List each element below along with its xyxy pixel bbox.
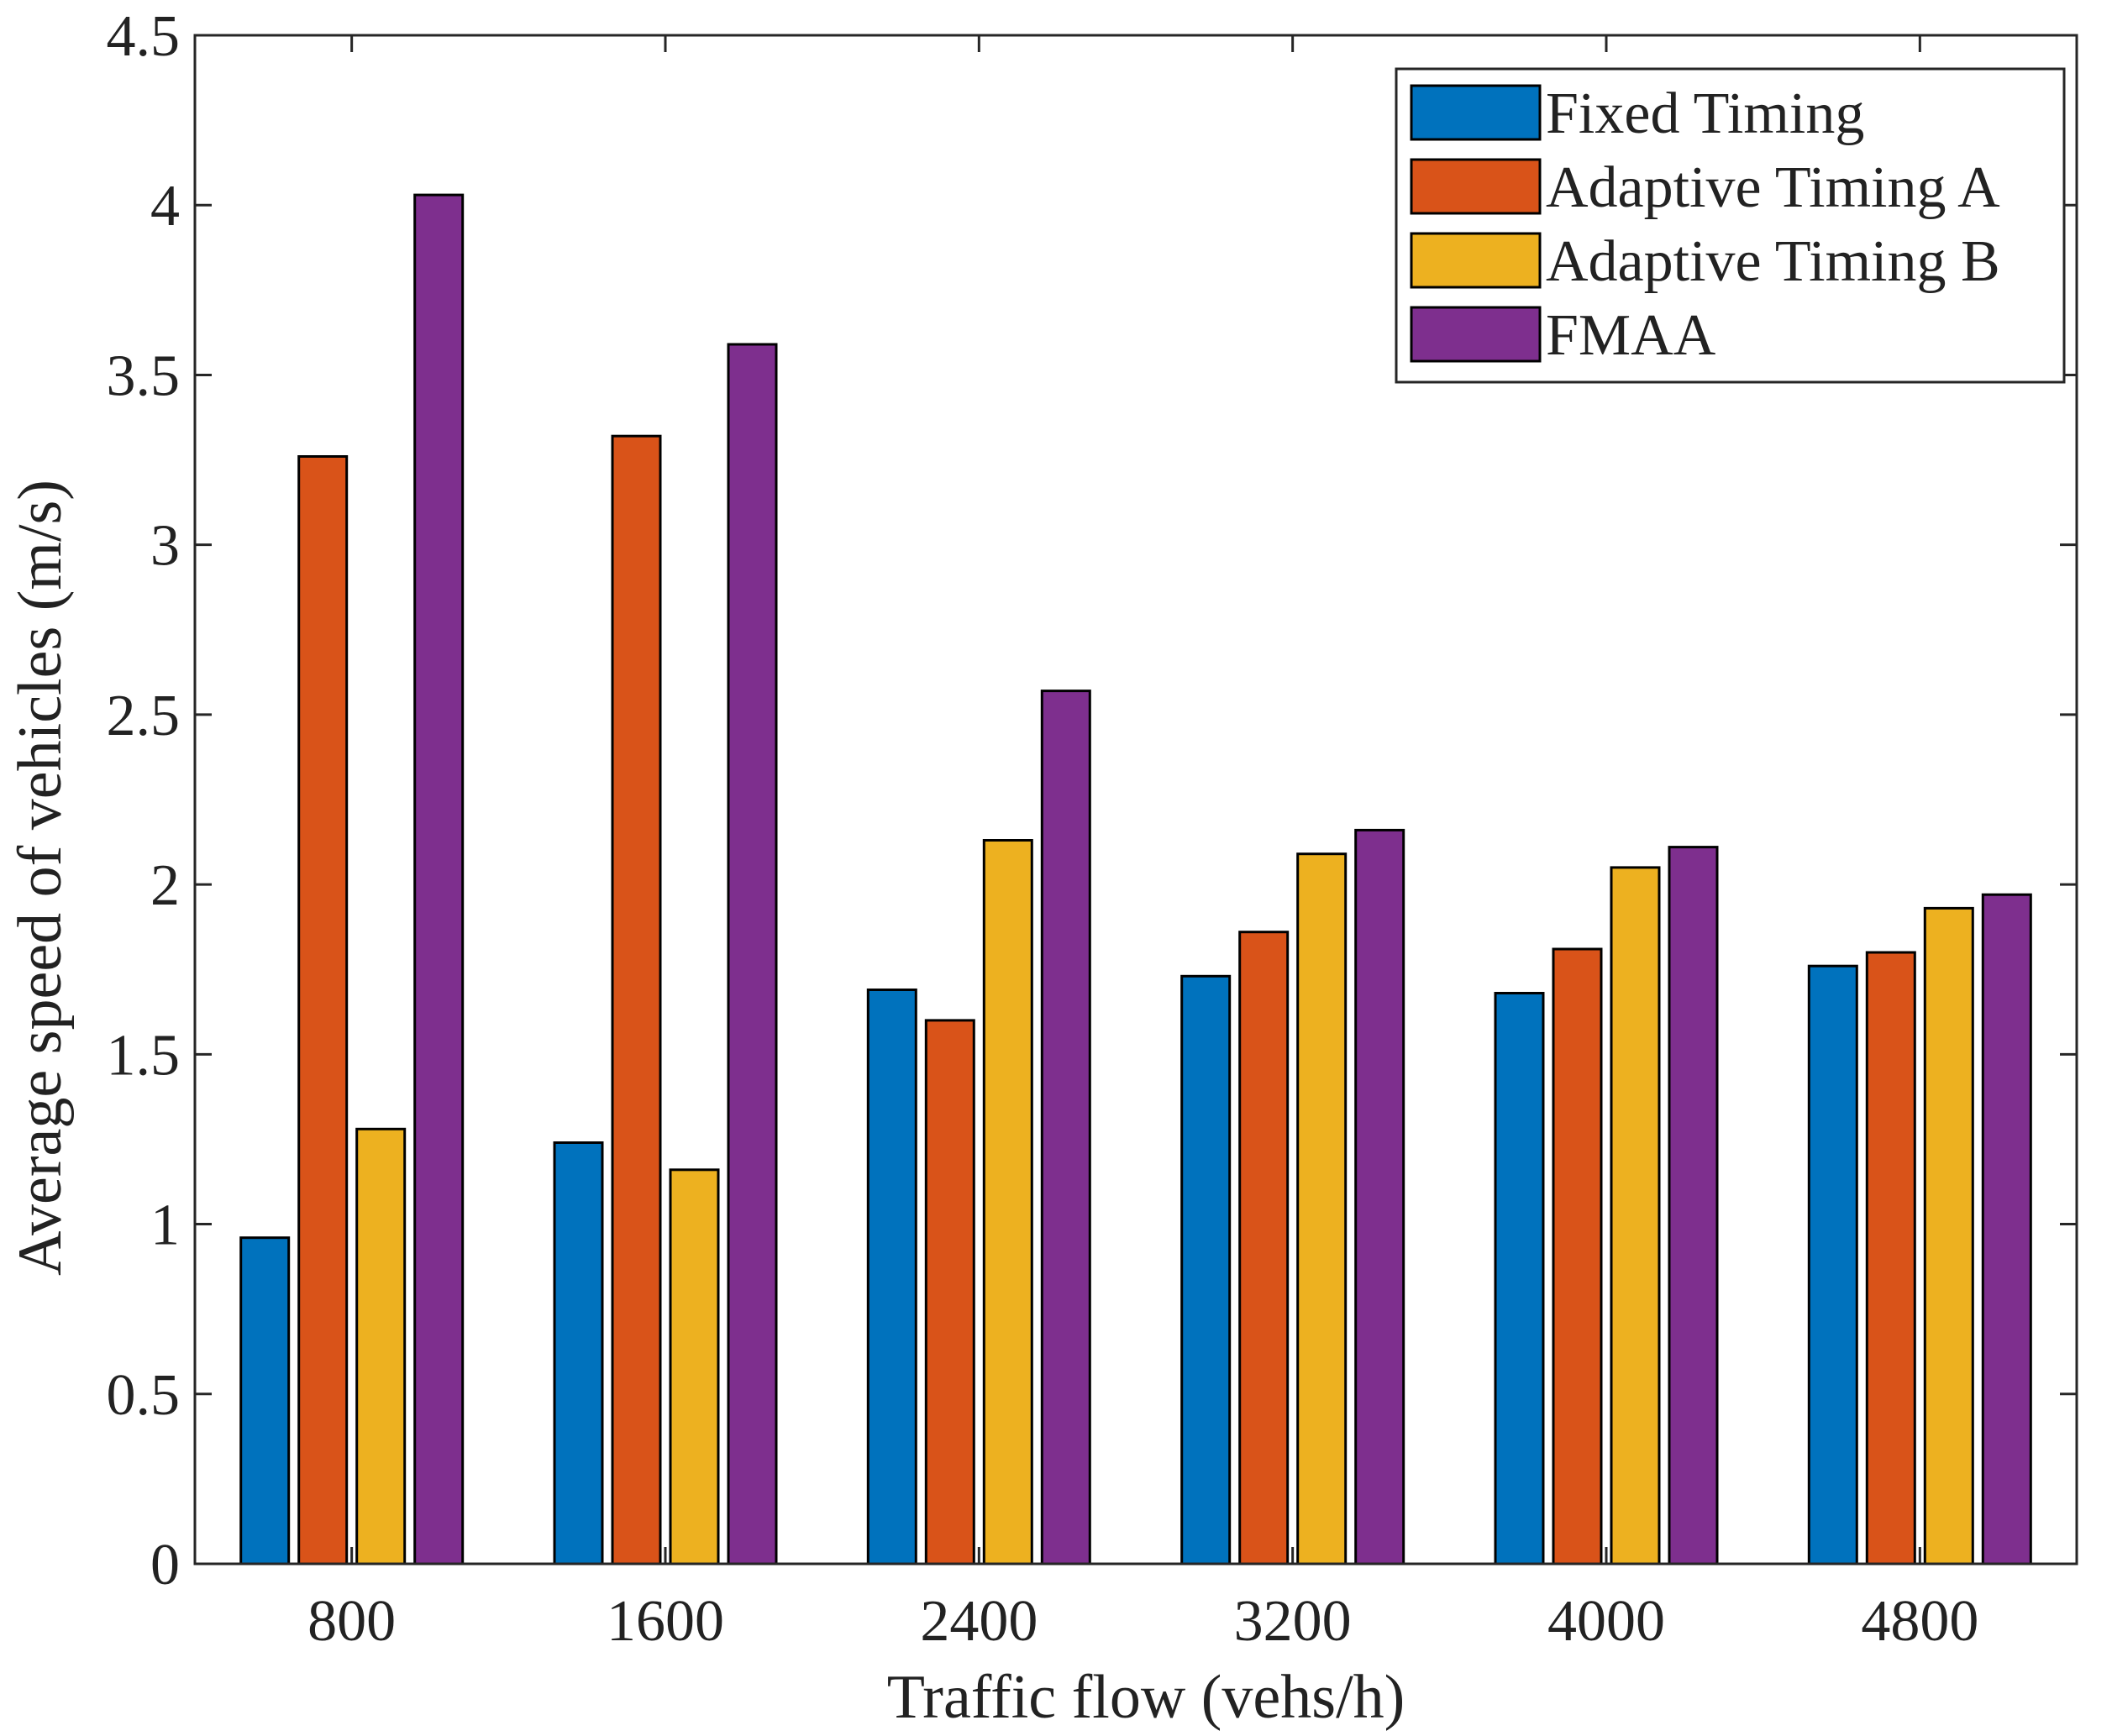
bar-fixed-timing-4000 <box>1494 992 1545 1566</box>
plot-frame <box>193 34 2078 1566</box>
bar-adaptive-timing-b-4000 <box>1610 866 1661 1566</box>
bar-adaptive-timing-a-4000 <box>1552 947 1603 1566</box>
legend: Fixed Timing Adaptive Timing A Adaptive Ti… <box>1395 67 2066 384</box>
x-tick-label: 1600 <box>607 1589 724 1654</box>
bar-adaptive-timing-b-1600 <box>669 1168 720 1566</box>
bar-fmaa-800 <box>413 193 465 1566</box>
legend-label: FMAA <box>1546 303 1716 368</box>
y-tick-label: 4 <box>150 174 180 239</box>
bar-adaptive-timing-b-2400 <box>982 839 1033 1566</box>
bar-fmaa-3200 <box>1354 828 1405 1566</box>
bar-fixed-timing-3200 <box>1180 974 1232 1566</box>
bars-layer <box>239 193 2032 1566</box>
legend-label: Adaptive Timing A <box>1546 155 2000 220</box>
x-tick-label: 4800 <box>1861 1589 1978 1654</box>
y-tick-label: 0 <box>150 1533 180 1597</box>
legend-swatch <box>1410 158 1542 215</box>
bar-fmaa-4800 <box>1981 893 2032 1566</box>
legend-label: Adaptive Timing B <box>1546 229 2000 294</box>
bar-fmaa-4000 <box>1668 846 1719 1566</box>
legend-swatch <box>1410 306 1542 363</box>
bar-fixed-timing-1600 <box>553 1141 604 1566</box>
x-tick-label: 4000 <box>1547 1589 1665 1654</box>
bar-adaptive-timing-b-4800 <box>1923 906 1974 1566</box>
bar-adaptive-timing-a-2400 <box>924 1019 975 1566</box>
bar-adaptive-timing-a-1600 <box>611 434 662 1566</box>
bar-adaptive-timing-b-3200 <box>1296 852 1348 1566</box>
bar-adaptive-timing-a-3200 <box>1238 931 1290 1566</box>
x-tick-label: 3200 <box>1234 1589 1352 1654</box>
y-axis-title: Average speed of vehicles (m/s) <box>6 480 75 1276</box>
bar-adaptive-timing-b-800 <box>355 1127 407 1566</box>
y-tick-label: 3.5 <box>107 344 181 408</box>
bar-fmaa-1600 <box>727 343 778 1566</box>
x-axis-title: Traffic flow (vehs/h) <box>887 1663 1405 1732</box>
y-tick-label: 1 <box>150 1193 180 1258</box>
x-tick-label: 2400 <box>920 1589 1038 1654</box>
bar-adaptive-timing-a-4800 <box>1865 951 1916 1566</box>
legend-label: Fixed Timing <box>1546 81 1864 146</box>
bar-adaptive-timing-a-800 <box>297 455 349 1566</box>
bar-fmaa-2400 <box>1040 690 1091 1566</box>
y-tick-label: 2.5 <box>107 684 181 748</box>
bar-fixed-timing-800 <box>239 1236 291 1566</box>
bar-fixed-timing-2400 <box>866 989 917 1566</box>
y-tick-label: 1.5 <box>107 1023 181 1088</box>
y-tick-label: 0.5 <box>107 1363 181 1428</box>
axes-layer: 0 0.5 1 1.5 2 2.5 3 3.5 4 4.5 800 1600 2400 3200 4000 4… <box>107 4 2078 1654</box>
bar-fixed-timing-4800 <box>1807 964 1858 1566</box>
y-tick-label: 3 <box>150 514 180 579</box>
y-tick-label: 2 <box>150 853 180 918</box>
legend-swatch <box>1410 84 1542 141</box>
legend-swatch <box>1410 232 1542 289</box>
x-tick-label: 800 <box>307 1589 396 1654</box>
y-tick-label: 4.5 <box>107 4 181 69</box>
